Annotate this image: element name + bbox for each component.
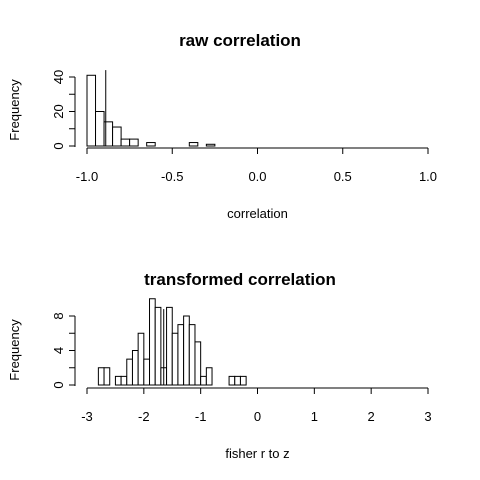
histogram-bar xyxy=(86,74,97,147)
histogram-bar xyxy=(200,375,207,386)
y-tick-label: 0 xyxy=(51,142,66,149)
histogram-bar xyxy=(137,332,145,386)
histogram-bar xyxy=(183,315,190,386)
x-tick-label: 1.0 xyxy=(419,169,437,184)
y-tick-label: 20 xyxy=(51,104,66,118)
y-tick-label: 40 xyxy=(51,70,66,84)
histogram-bar xyxy=(143,358,151,386)
y-tick-label: 0 xyxy=(51,381,66,388)
histogram-bar xyxy=(205,143,216,147)
histogram-bar xyxy=(149,298,156,386)
chart-title: transformed correlation xyxy=(144,270,336,289)
histogram-bar xyxy=(131,350,139,386)
x-tick-label: 2 xyxy=(368,409,375,424)
y-axis-label: Frequency xyxy=(7,79,22,141)
x-tick-label: 0 xyxy=(254,409,261,424)
histogram-bar xyxy=(129,138,139,147)
x-axis-label: correlation xyxy=(227,206,288,221)
x-tick-label: -0.5 xyxy=(161,169,183,184)
histogram-bar xyxy=(177,324,185,386)
histogram-bar xyxy=(171,332,179,386)
x-tick-label: -2 xyxy=(138,409,150,424)
histogram-bar xyxy=(234,375,241,386)
histogram-bar xyxy=(194,341,202,386)
y-tick-label: 4 xyxy=(51,347,66,354)
x-axis-label: fisher r to z xyxy=(225,446,289,461)
histogram-panel-1: raw correlation -1.0 -0.5 0.0 0.5 1.0 correlat… xyxy=(7,31,437,221)
x-tick-label: 0.0 xyxy=(248,169,266,184)
y-axis-label: Frequency xyxy=(7,319,22,381)
histogram-bar xyxy=(188,142,199,147)
x-tick-label: 0.5 xyxy=(334,169,352,184)
histogram-bar xyxy=(97,367,105,386)
x-tick-label: 3 xyxy=(424,409,431,424)
x-tick-label: -3 xyxy=(81,409,93,424)
histogram-bar xyxy=(95,111,105,147)
histogram-bar xyxy=(120,138,131,147)
histogram-bar xyxy=(239,375,247,386)
histogram-bar xyxy=(120,375,128,386)
histogram-bar xyxy=(188,324,196,386)
x-tick-label: -1.0 xyxy=(76,169,98,184)
histogram-bar xyxy=(112,126,122,147)
histogram-bar xyxy=(146,142,156,147)
chart-title: raw correlation xyxy=(179,31,301,50)
histogram-bar xyxy=(103,367,111,386)
histogram-bar xyxy=(166,306,173,386)
x-tick-label: 1 xyxy=(311,409,318,424)
histogram-panel-2: transformed correlation -3 -2 -1 0 1 2 3 fisher … xyxy=(7,270,432,461)
y-tick-label: 8 xyxy=(51,312,66,319)
histogram-bar xyxy=(228,375,236,386)
histogram-bar xyxy=(205,367,213,386)
histogram-bar xyxy=(114,375,122,386)
x-tick-label: -1 xyxy=(195,409,207,424)
histogram-bar xyxy=(154,306,162,386)
histogram-bar xyxy=(126,358,133,386)
